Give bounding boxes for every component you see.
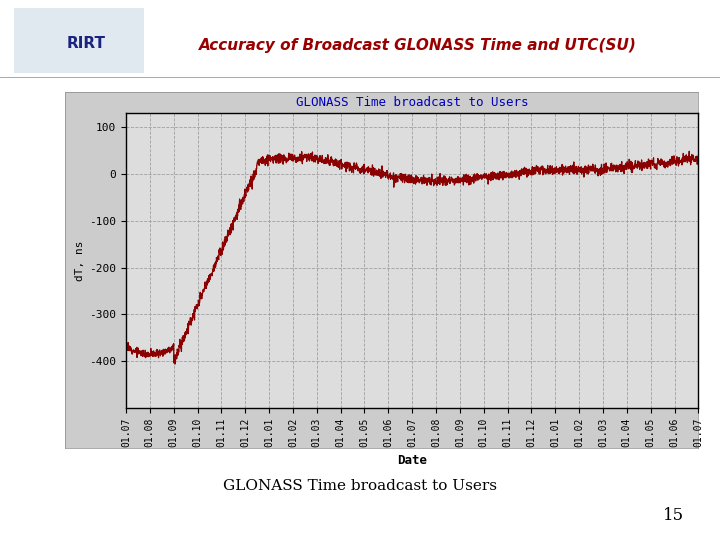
Text: GLONASS Time broadcast to Users: GLONASS Time broadcast to Users [223,479,497,493]
Text: Accuracy of Broadcast GLONASS Time and UTC(SU): Accuracy of Broadcast GLONASS Time and U… [199,38,636,53]
X-axis label: Date: Date [397,454,427,467]
Text: RIRT: RIRT [66,36,105,51]
Title: GLONASS Time broadcast to Users: GLONASS Time broadcast to Users [296,97,528,110]
Y-axis label: dT, ns: dT, ns [75,240,85,281]
Text: 15: 15 [663,507,684,524]
